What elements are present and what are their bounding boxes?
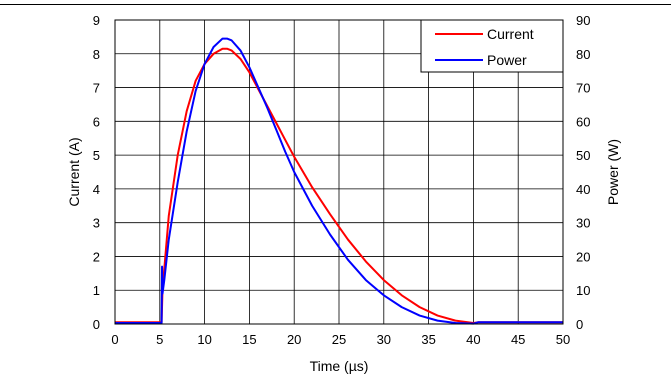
x-tick-label: 10 (197, 332, 211, 347)
y-right-tick-label: 80 (576, 47, 590, 62)
tick-labels: 0 5 10 15 20 25 30 35 40 45 5001234567890102030405… (93, 13, 591, 347)
grid-lines (115, 20, 563, 324)
y-left-tick-label: 6 (93, 114, 100, 129)
legend: Current Power (420, 19, 564, 73)
plot-border (114, 19, 564, 325)
y-left-tick-label: 7 (93, 81, 100, 96)
y-right-tick-label: 60 (576, 114, 590, 129)
y-axis-right-title: Power (W) (605, 139, 621, 205)
y-left-tick-label: 8 (93, 47, 100, 62)
legend-box (420, 19, 564, 73)
y-left-tick-label: 0 (93, 317, 100, 332)
y-left-tick-label: 9 (93, 13, 100, 28)
x-tick-label: 45 (511, 332, 525, 347)
y-right-tick-label: 20 (576, 249, 590, 264)
y-right-tick-label: 90 (576, 13, 590, 28)
y-right-tick-label: 30 (576, 216, 590, 231)
x-tick-label: 0 (111, 332, 118, 347)
y-right-tick-label: 50 (576, 148, 590, 163)
y-right-tick-label: 0 (576, 317, 583, 332)
y-left-tick-label: 2 (93, 249, 100, 264)
y-right-tick-label: 70 (576, 81, 590, 96)
x-tick-label: 50 (556, 332, 570, 347)
x-axis-title: Time (µs) (310, 358, 369, 374)
series-line-power (115, 37, 563, 325)
series-line-current (115, 47, 563, 324)
y-right-tick-label: 40 (576, 182, 590, 197)
x-tick-label: 5 (156, 332, 163, 347)
legend-label-power: Power (487, 52, 527, 68)
y-right-tick-label: 10 (576, 283, 590, 298)
y-left-tick-label: 5 (93, 148, 100, 163)
y-left-tick-label: 3 (93, 216, 100, 231)
y-left-tick-label: 4 (93, 182, 100, 197)
top-rule (0, 4, 671, 5)
x-tick-label: 20 (287, 332, 301, 347)
x-tick-label: 40 (466, 332, 480, 347)
x-tick-label: 35 (421, 332, 435, 347)
series-layer (115, 37, 563, 325)
x-tick-label: 25 (332, 332, 346, 347)
x-tick-label: 15 (242, 332, 256, 347)
y-axis-left-title: Current (A) (66, 137, 82, 206)
legend-label-current: Current (487, 26, 534, 42)
x-tick-label: 30 (377, 332, 391, 347)
y-left-tick-label: 1 (93, 283, 100, 298)
